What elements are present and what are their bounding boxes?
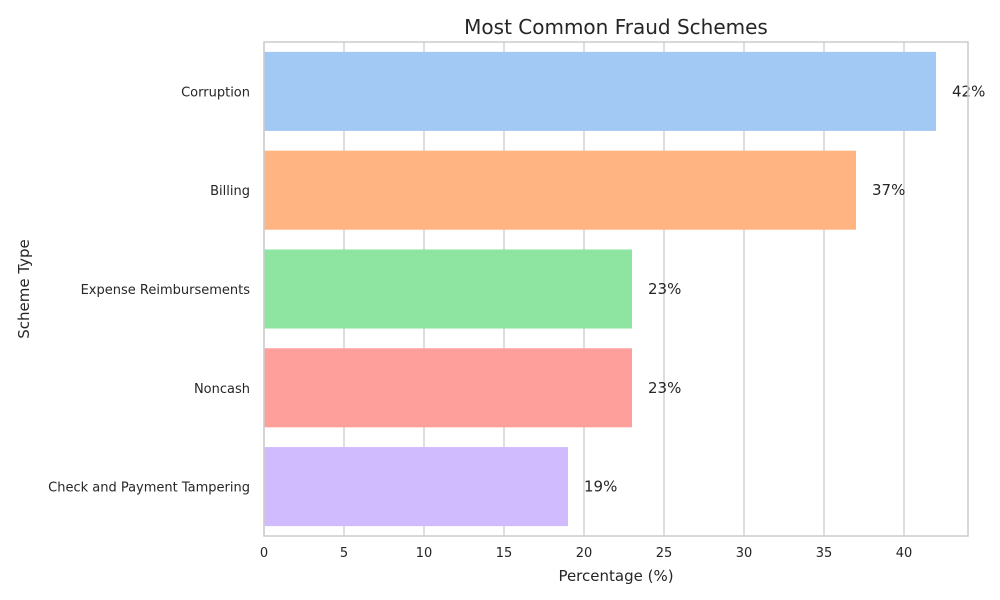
y-tick-label: Expense Reimbursements (81, 283, 251, 298)
bar-value-label: 19% (584, 478, 617, 496)
x-tick-label: 0 (260, 546, 268, 561)
plot-frame (263, 41, 969, 537)
y-tick-label: Noncash (194, 382, 250, 397)
bars (264, 51, 936, 527)
bar-value-label: 23% (648, 379, 681, 397)
bar (264, 249, 632, 329)
x-tick-label: 30 (736, 546, 753, 561)
x-tick-label: 10 (416, 546, 433, 561)
x-axis-ticks: 0 5 10 15 20 25 30 35 40 (260, 546, 912, 561)
bar-value-label: 37% (872, 181, 905, 199)
y-tick-label: Corruption (181, 85, 250, 100)
bar (264, 447, 568, 527)
x-axis-label: Percentage (%) (558, 567, 673, 585)
y-axis-ticks: Corruption Billing Expense Reimbursements N… (48, 85, 250, 495)
bar-value-label: 23% (648, 280, 681, 298)
bar (264, 348, 632, 428)
x-tick-label: 35 (816, 546, 833, 561)
y-axis-label: Scheme Type (15, 239, 33, 339)
x-tick-label: 40 (896, 546, 913, 561)
bar (264, 51, 936, 131)
x-tick-label: 25 (656, 546, 673, 561)
chart-title: Most Common Fraud Schemes (464, 15, 768, 39)
x-tick-label: 20 (576, 546, 593, 561)
y-tick-label: Check and Payment Tampering (48, 481, 250, 496)
bar (264, 150, 856, 230)
x-tick-label: 5 (340, 546, 348, 561)
y-tick-label: Billing (210, 184, 250, 199)
x-tick-label: 15 (496, 546, 513, 561)
